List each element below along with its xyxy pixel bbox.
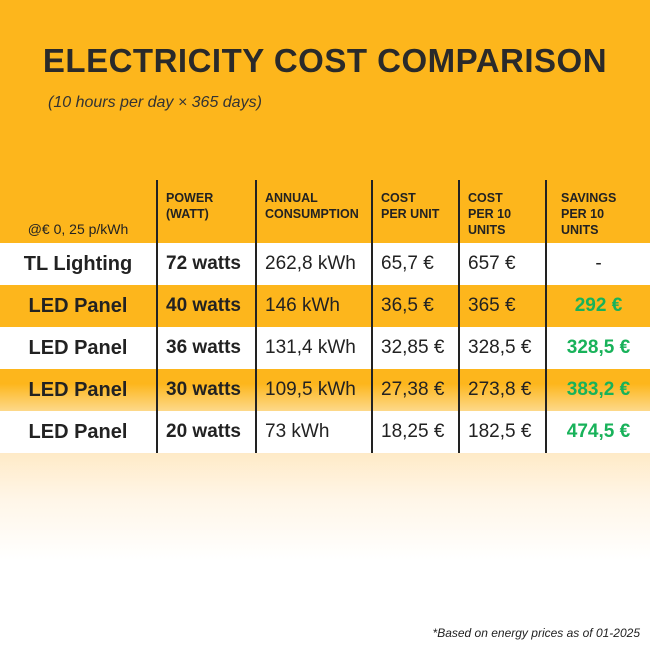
header-consumption: ANNUAL CONSUMPTION xyxy=(255,180,371,243)
cell-consumption: 146 kWh xyxy=(255,285,371,327)
cell-cost-per-10: 328,5 € xyxy=(458,327,545,369)
cell-product: TL Lighting xyxy=(23,252,133,275)
cell-cost-per-unit: 18,25 € xyxy=(371,411,458,453)
table-row: LED Panel 40 watts 146 kWh 36,5 €365 €292 € xyxy=(0,285,650,327)
cell-power: 72 watts xyxy=(156,243,255,285)
cell-savings-per-10: 292 € xyxy=(545,285,650,327)
cell-cost-per-10: 365 € xyxy=(458,285,545,327)
cell-cost-per-10: 182,5 € xyxy=(458,411,545,453)
table-row: LED Panel 20 watts 73 kWh 18,25 €182,5 €474… xyxy=(0,411,650,453)
cell-consumption: 262,8 kWh xyxy=(255,243,371,285)
cell-power: 40 watts xyxy=(156,285,255,327)
footnote: *Based on energy prices as of 01-2025 xyxy=(432,626,640,640)
cell-consumption: 131,4 kWh xyxy=(255,327,371,369)
cell-product: LED Panel xyxy=(28,336,128,359)
cell-savings-per-10: - xyxy=(545,243,650,285)
cell-product: LED Panel xyxy=(28,378,128,401)
cell-power: 20 watts xyxy=(156,411,255,453)
cell-savings-per-10: 474,5 € xyxy=(545,411,650,453)
cell-power: 30 watts xyxy=(156,369,255,411)
table-header: @€ 0, 25 p/kWh POWER (WATT) ANNUAL CONSU… xyxy=(0,180,650,243)
table-row: LED Panel 36 watts 131,4 kWh 32,85 €328,5 €… xyxy=(0,327,650,369)
cell-cost-per-unit: 36,5 € xyxy=(371,285,458,327)
cell-cost-per-unit: 32,85 € xyxy=(371,327,458,369)
cell-cost-per-unit: 65,7 € xyxy=(371,243,458,285)
header-savings: SAVINGS PER 10 UNITS xyxy=(545,180,650,243)
cell-consumption: 73 kWh xyxy=(255,411,371,453)
header-cost-unit: COST PER UNIT xyxy=(371,180,458,243)
cell-cost-per-10: 657 € xyxy=(458,243,545,285)
cell-power: 36 watts xyxy=(156,327,255,369)
page-title: ELECTRICITY COST COMPARISON xyxy=(42,42,608,79)
cell-savings-per-10: 383,2 € xyxy=(545,369,650,411)
table-row: TL Lighting 72 watts 262,8 kWh 65,7 €657 € - xyxy=(0,243,650,285)
header-cost-10: COST PER 10 UNITS xyxy=(458,180,545,243)
cell-product: LED Panel xyxy=(28,294,128,317)
cell-cost-per-10: 273,8 € xyxy=(458,369,545,411)
cost-comparison-table: @€ 0, 25 p/kWh POWER (WATT) ANNUAL CONSU… xyxy=(0,180,650,453)
table-row: LED Panel 30 watts 109,5 kWh 27,38 €273,8 €… xyxy=(0,369,650,411)
subtitle: (10 hours per day × 365 days) xyxy=(48,94,262,111)
cell-consumption: 109,5 kWh xyxy=(255,369,371,411)
cell-product: LED Panel xyxy=(28,420,128,443)
cell-savings-per-10: 328,5 € xyxy=(545,327,650,369)
cell-cost-per-unit: 27,38 € xyxy=(371,369,458,411)
header-rate: @€ 0, 25 p/kWh xyxy=(27,221,129,237)
header-power: POWER (WATT) xyxy=(156,180,255,243)
